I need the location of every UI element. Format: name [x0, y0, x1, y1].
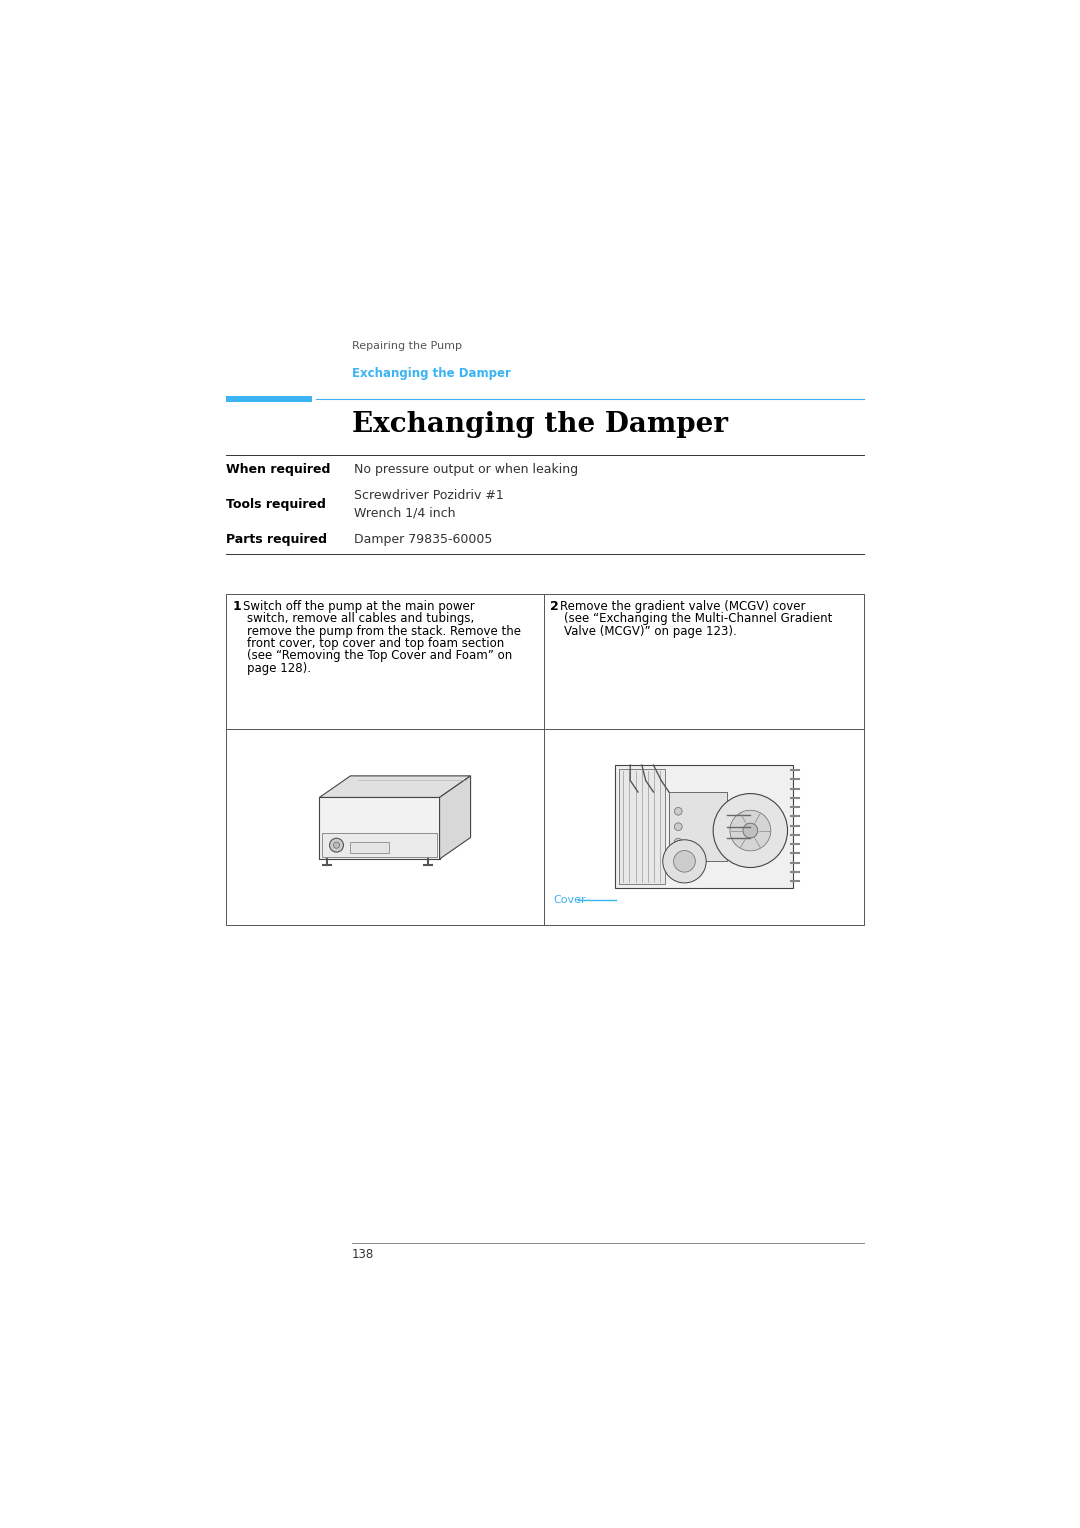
Text: front cover, top cover and top foam section: front cover, top cover and top foam sect…	[246, 637, 504, 649]
Text: (see “Removing the Top Cover and Foam” on: (see “Removing the Top Cover and Foam” o…	[246, 649, 512, 662]
Bar	[619, 769, 665, 885]
Bar	[227, 594, 864, 924]
Text: Repairing the Pump: Repairing the Pump	[352, 341, 462, 351]
Text: switch, remove all cables and tubings,: switch, remove all cables and tubings,	[246, 613, 474, 625]
Circle shape	[674, 851, 696, 872]
Circle shape	[674, 824, 683, 831]
Text: Tools required: Tools required	[227, 498, 326, 510]
Circle shape	[730, 810, 771, 851]
Text: Parts required: Parts required	[227, 533, 327, 545]
Text: Screwdriver Pozidriv #1
Wrench 1/4 inch: Screwdriver Pozidriv #1 Wrench 1/4 inch	[354, 489, 504, 520]
Circle shape	[713, 793, 787, 868]
Text: 138: 138	[352, 1247, 375, 1261]
Circle shape	[674, 807, 683, 814]
Bar	[350, 842, 389, 853]
Bar	[669, 792, 727, 862]
Text: Cover: Cover	[554, 895, 586, 905]
Bar	[322, 833, 437, 857]
Text: Remove the gradient valve (MCGV) cover: Remove the gradient valve (MCGV) cover	[561, 601, 806, 613]
Text: (see “Exchanging the Multi-Channel Gradient: (see “Exchanging the Multi-Channel Gradi…	[565, 613, 833, 625]
Polygon shape	[440, 776, 471, 859]
Circle shape	[743, 824, 758, 837]
Text: Exchanging the Damper: Exchanging the Damper	[352, 411, 728, 437]
Circle shape	[663, 840, 706, 883]
Bar	[615, 766, 793, 888]
Bar	[227, 396, 312, 402]
Text: page 128).: page 128).	[246, 662, 311, 674]
Text: 1: 1	[232, 601, 242, 613]
Text: Exchanging the Damper: Exchanging the Damper	[352, 367, 511, 379]
Text: Damper 79835-60005: Damper 79835-60005	[354, 533, 492, 545]
Circle shape	[329, 839, 343, 853]
Bar	[320, 798, 440, 859]
Text: remove the pump from the stack. Remove the: remove the pump from the stack. Remove t…	[246, 625, 521, 637]
Polygon shape	[320, 776, 471, 798]
Text: Switch off the pump at the main power: Switch off the pump at the main power	[243, 601, 474, 613]
Text: When required: When required	[227, 463, 330, 477]
Text: No pressure output or when leaking: No pressure output or when leaking	[354, 463, 579, 477]
Text: Valve (MCGV)” on page 123).: Valve (MCGV)” on page 123).	[565, 625, 737, 637]
Circle shape	[674, 839, 683, 847]
Text: 2: 2	[551, 601, 559, 613]
Circle shape	[334, 842, 339, 848]
